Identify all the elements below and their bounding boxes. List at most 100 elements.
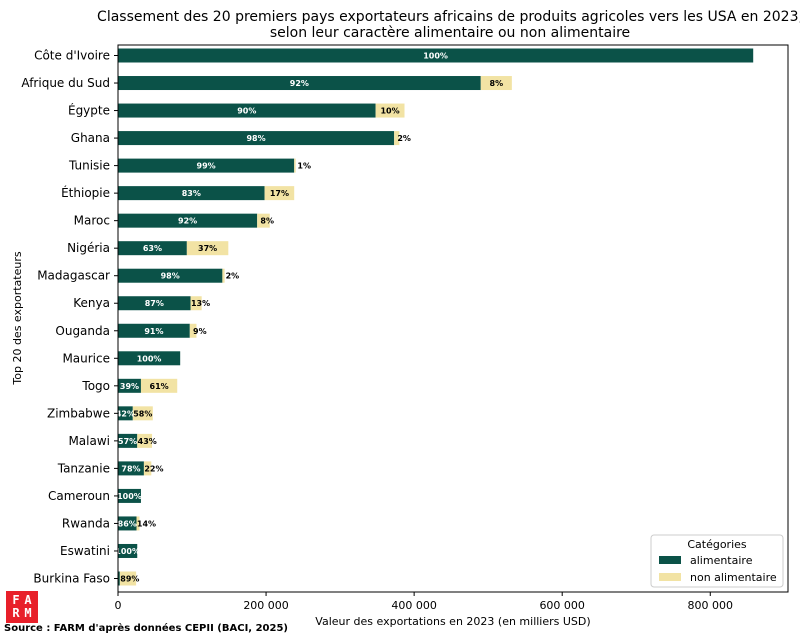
x-tick-label: 800 000	[688, 599, 734, 612]
bar-value-label: 83%	[182, 189, 201, 198]
logo-letter: F	[12, 593, 20, 607]
x-axis-label: Valeur des exportations en 2023 (en mill…	[315, 615, 590, 628]
bar-value-label: 17%	[270, 189, 289, 198]
bar-non-alimentaire	[143, 461, 152, 476]
bar-alimentaire	[118, 103, 376, 118]
bar-non-alimentaire	[375, 103, 405, 118]
bar-alimentaire	[118, 76, 481, 91]
x-tick-label: 600 000	[539, 599, 585, 612]
bar-alimentaire	[118, 48, 754, 63]
bar-value-label: 39%	[120, 382, 139, 391]
bar-value-label: 86%	[118, 519, 137, 528]
bar-value-label: 1%	[297, 162, 311, 171]
bar-alimentaire	[118, 488, 141, 503]
legend-box	[650, 534, 784, 588]
bar-non-alimentaire	[186, 241, 229, 256]
bar-value-label: 14%	[137, 519, 156, 528]
bar-alimentaire	[118, 433, 138, 448]
y-tick-label: Zimbabwe	[47, 406, 110, 420]
source-note: Source : FARM d'après données CEPII (BAC…	[4, 623, 288, 634]
bar-value-label: 91%	[144, 327, 163, 336]
bar-alimentaire	[118, 351, 181, 366]
bar-alimentaire	[118, 213, 258, 228]
logo-letter: A	[24, 593, 32, 607]
y-tick-label: Tanzanie	[57, 461, 110, 475]
plot-frame	[117, 44, 789, 593]
bar-non-alimentaire	[119, 571, 137, 586]
legend: Catégories alimentaire non alimentaire	[650, 534, 784, 588]
bar-value-label: 98%	[246, 134, 265, 143]
bar-value-label: 2%	[226, 272, 240, 281]
y-axis-label: Top 20 des exportateurs	[11, 251, 24, 385]
bar-non-alimentaire	[137, 433, 153, 448]
y-tick-label: Cameroun	[48, 489, 110, 503]
y-tick-label: Ouganda	[55, 324, 110, 338]
y-tick-label: Malawi	[68, 434, 110, 448]
bar-non-alimentaire	[394, 131, 400, 146]
legend-label-alimentaire: alimentaire	[690, 554, 753, 567]
bar-alimentaire	[118, 131, 395, 146]
bar-value-label: 8%	[490, 79, 504, 88]
x-tick-label: 0	[115, 599, 122, 612]
chart-title-line-2: selon leur caractère alimentaire ou non …	[270, 25, 630, 41]
bar-non-alimentaire	[190, 296, 202, 311]
bar-value-label: 90%	[237, 107, 256, 116]
bar-value-label: 37%	[198, 244, 217, 253]
bar-non-alimentaire	[222, 268, 225, 283]
bar-value-label: 43%	[138, 437, 157, 446]
legend-label-non-alimentaire: non alimentaire	[690, 571, 777, 584]
bar-non-alimentaire	[140, 378, 178, 393]
y-tick-label: Côte d'Ivoire	[34, 49, 110, 63]
y-tick-label: Nigéria	[67, 241, 110, 255]
y-tick-label: Ghana	[71, 131, 110, 145]
bar-value-label: 42%	[116, 409, 135, 418]
x-tick-label: 200 000	[243, 599, 289, 612]
bar-alimentaire	[118, 241, 187, 256]
bar-value-label: 61%	[150, 382, 169, 391]
bar-value-label: 22%	[144, 464, 163, 473]
logo-letter: R	[12, 606, 20, 620]
y-tick-label: Égypte	[68, 103, 110, 118]
bar-non-alimentaire	[189, 323, 197, 338]
chart-title-line-1: Classement des 20 premiers pays exportat…	[97, 9, 800, 25]
bar-value-label: 58%	[133, 409, 152, 418]
bar-value-label: 8%	[260, 217, 274, 226]
y-tick-label: Maurice	[62, 351, 110, 365]
bar-value-label: 100%	[117, 492, 142, 501]
bar-non-alimentaire	[480, 76, 512, 91]
legend-title: Catégories	[687, 538, 747, 551]
logo-letter: M	[24, 606, 32, 620]
y-tick-label: Tunisie	[68, 159, 110, 173]
bar-alimentaire	[118, 406, 133, 421]
bar-non-alimentaire	[136, 516, 140, 531]
bars-group	[118, 48, 754, 586]
bar-value-label: 100%	[115, 547, 140, 556]
y-axis: Côte d'Ivoire Afrique du Sud Égypte Ghana Tu…	[21, 49, 118, 586]
legend-swatch-non-alimentaire	[659, 573, 681, 581]
bar-value-label: 98%	[161, 272, 180, 281]
bar-non-alimentaire	[132, 406, 153, 421]
bar-non-alimentaire	[264, 186, 295, 201]
bar-value-label: 57%	[118, 437, 137, 446]
bar-alimentaire	[118, 323, 190, 338]
y-tick-label: Madagascar	[37, 269, 110, 283]
bar-labels-group: 100% 92% 8% 90% 10% 98% 2% 99% 1% 83% 17% 92% 8% 63% 3…	[115, 52, 503, 584]
y-tick-label: Afrique du Sud	[21, 76, 110, 90]
bar-value-label: 92%	[290, 79, 309, 88]
y-tick-label: Éthiopie	[61, 185, 110, 200]
bar-alimentaire	[118, 268, 223, 283]
bar-value-label: 92%	[178, 217, 197, 226]
y-tick-label: Rwanda	[62, 516, 110, 530]
bar-alimentaire	[118, 571, 120, 586]
bar-value-label: 10%	[380, 107, 399, 116]
x-tick-label: 400 000	[391, 599, 437, 612]
x-axis: 0 200 000 400 000 600 000 800 000	[115, 592, 734, 612]
y-tick-label: Burkina Faso	[33, 572, 110, 586]
y-tick-label: Togo	[81, 379, 110, 393]
bar-alimentaire	[118, 378, 141, 393]
bar-alimentaire	[118, 543, 138, 558]
bar-non-alimentaire	[257, 213, 270, 228]
bar-alimentaire	[118, 296, 191, 311]
